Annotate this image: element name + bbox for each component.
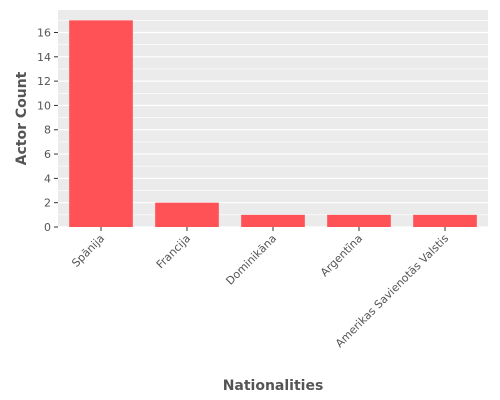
x-axis-title: Nationalities	[223, 378, 324, 394]
bar	[69, 20, 133, 228]
x-tick-label: Dominikāna	[223, 232, 279, 288]
y-tick-label: 12	[37, 75, 51, 88]
y-tick-label: 16	[37, 26, 51, 39]
bar	[413, 214, 477, 227]
x-tick-labels: Spānija Francija Dominikāna ArgentīnaAmerik…	[69, 227, 451, 350]
bar	[327, 214, 391, 227]
y-tick-labels: 0 2 4 6 8 10 12 14 16	[37, 26, 58, 234]
bar	[155, 202, 219, 227]
y-tick-label: 10	[37, 99, 51, 112]
x-tick-label: Francija	[154, 232, 193, 271]
x-tick-label: Spānija	[69, 232, 107, 270]
bars	[69, 20, 477, 228]
bar	[241, 214, 305, 227]
y-tick-label: 6	[44, 148, 51, 161]
y-tick-label: 2	[44, 197, 51, 210]
x-tick-label: Argentīna	[318, 232, 365, 279]
y-tick-label: 4	[44, 172, 51, 185]
y-axis-title: Actor Count	[14, 71, 30, 165]
y-tick-label: 8	[44, 124, 51, 137]
y-tick-label: 0	[44, 221, 51, 234]
y-tick-label: 14	[37, 51, 51, 64]
